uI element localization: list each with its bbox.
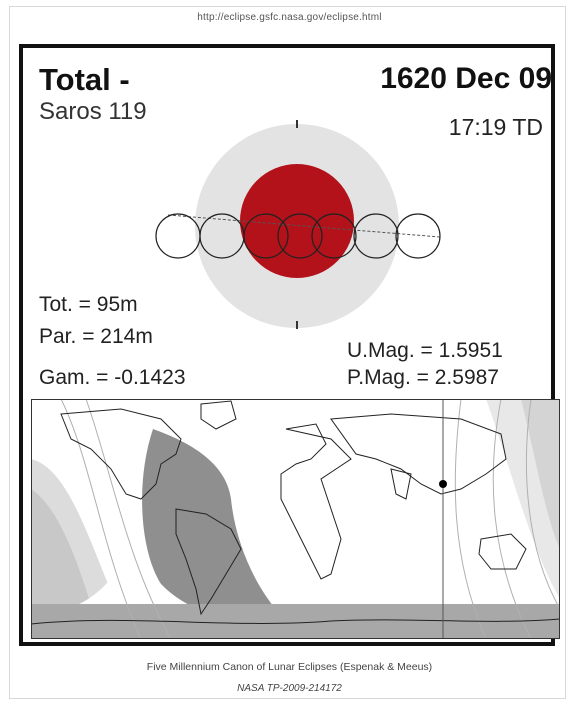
moon-position-max — [277, 213, 323, 259]
asia — [330, 413, 507, 495]
penumbral-magnitude: P.Mag. = 2.5987 — [347, 366, 499, 389]
penumbral-band-right-2 — [521, 399, 560, 549]
footer-citation: Five Millennium Canon of Lunar Eclipses … — [146, 661, 433, 673]
penumbral-band-left-2 — [31, 489, 101, 639]
moon-position-u4 — [311, 213, 357, 259]
moon-position-p1 — [155, 213, 201, 259]
footer-reference: NASA TP-2009-214172 — [237, 683, 342, 694]
totality-duration: Tot. = 95m — [39, 293, 138, 316]
umbral-magnitude: U.Mag. = 1.5951 — [347, 339, 503, 362]
south-america — [175, 508, 242, 616]
gamma-value: Gam. = -0.1423 — [39, 366, 186, 389]
moon-position-p4 — [395, 213, 441, 259]
europe-africa — [280, 423, 352, 580]
greenland — [200, 400, 237, 430]
moon-position-p3 — [353, 213, 399, 259]
eclipse-date: 1620 Dec 09 — [380, 62, 552, 95]
north-america — [60, 408, 182, 500]
moon-position-u1 — [243, 213, 289, 259]
antarctica-coast — [31, 618, 560, 625]
subsolar-point — [439, 480, 447, 488]
india — [390, 468, 412, 500]
saros-number: Saros 119 — [39, 98, 147, 125]
moon-path-line — [167, 214, 441, 238]
eclipse-type: Total - — [39, 62, 130, 97]
australia — [478, 533, 527, 570]
visibility-map — [31, 399, 560, 639]
umbra-shadow — [240, 164, 354, 278]
source-url: http://eclipse.gsfc.nasa.gov/eclipse.htm… — [197, 12, 382, 23]
umbral-visibility — [142, 429, 291, 626]
partial-duration: Par. = 214m — [39, 325, 153, 348]
eclipse-time: 17:19 TD — [448, 114, 543, 140]
